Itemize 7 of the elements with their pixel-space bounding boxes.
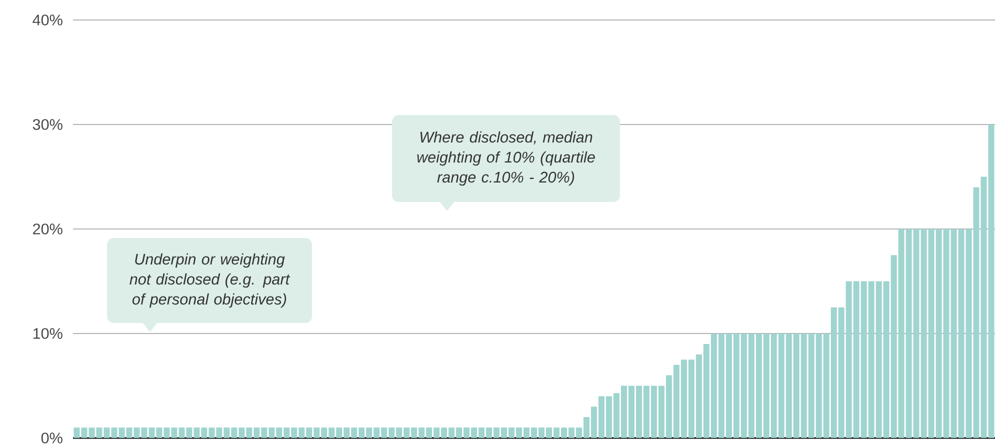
y-tick-label: 10% [33,328,62,339]
annotation: Where disclosed, median weighting of 10% (quartile range c.10% - 20%) [417,131,595,186]
y-tick-label: 40% [32,14,62,26]
annotation: Underpin or weighting not disclosed (e.g. part of personal objectives) [130,253,290,308]
y-tick-label: 0% [41,432,62,444]
y-tick-label: 30% [32,119,62,130]
y-tick-label: 20% [33,224,62,234]
